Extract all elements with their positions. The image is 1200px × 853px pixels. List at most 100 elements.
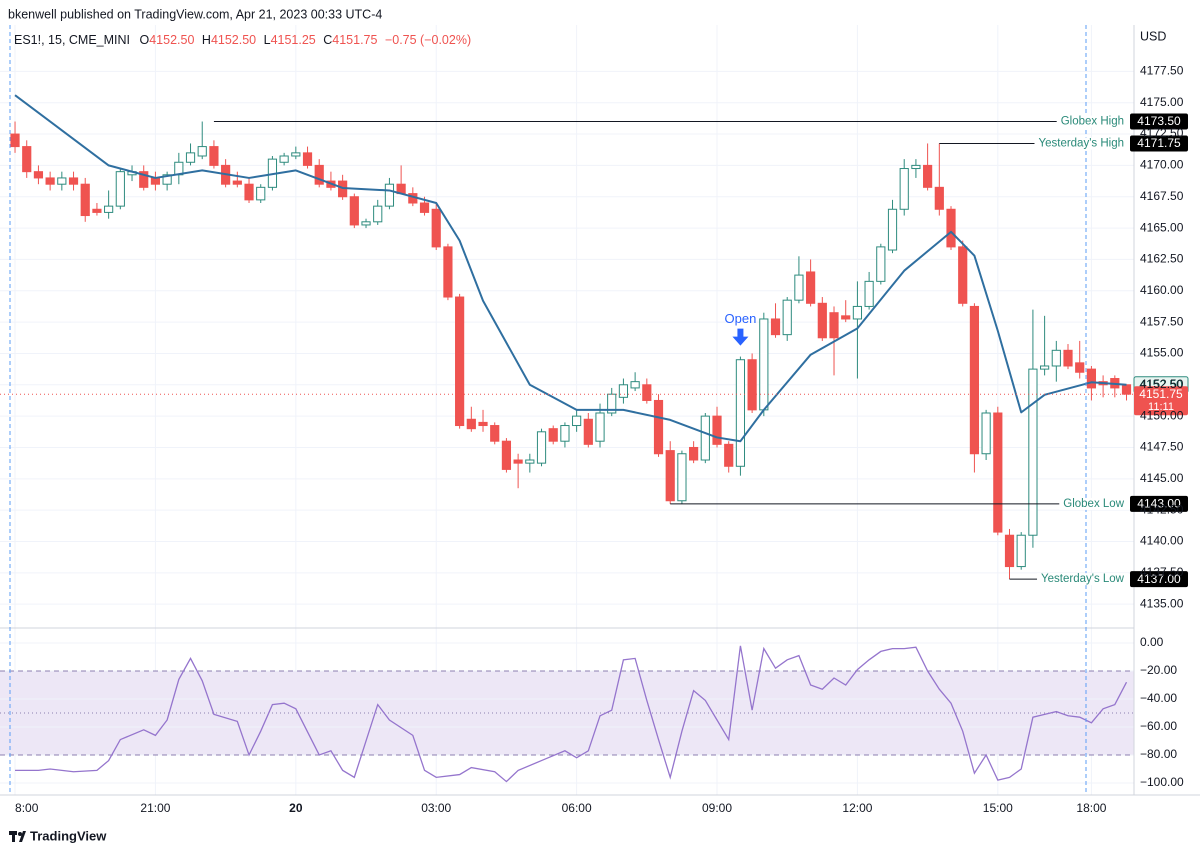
- candle-body: [817, 302, 827, 339]
- candle-body: [349, 196, 359, 226]
- y-tick-label: −60.00: [1140, 719, 1177, 733]
- x-tick-label: 15:00: [983, 801, 1013, 815]
- candle-body: [548, 428, 558, 442]
- brand-logo: [9, 831, 26, 842]
- y-tick-label: 4175.00: [1140, 95, 1184, 109]
- x-tick-label: 8:00: [15, 801, 39, 815]
- candle-body: [806, 271, 816, 304]
- countdown: 11:11: [1148, 401, 1174, 413]
- candle-body: [1051, 349, 1061, 367]
- level-price-box: [1130, 495, 1188, 512]
- candle-body: [536, 431, 547, 464]
- annotation: Open: [725, 311, 757, 326]
- y-tick-label: −80.00: [1140, 747, 1177, 761]
- candle-body: [1040, 365, 1050, 370]
- x-tick-label: 21:00: [140, 801, 170, 815]
- y-tick-label: 4155.00: [1140, 346, 1184, 360]
- candle-body: [1016, 534, 1026, 568]
- y-tick-label: 4137.50: [1140, 565, 1184, 579]
- candle-body: [139, 171, 149, 188]
- level-price: 4143.00: [1137, 497, 1181, 511]
- candle-body: [256, 186, 266, 201]
- y-tick-label: 4172.50: [1140, 126, 1184, 140]
- candle-body: [595, 412, 605, 442]
- level-label: Globex High: [1061, 116, 1124, 128]
- level-price-box: [1130, 113, 1188, 130]
- candle-body: [689, 446, 699, 461]
- y-tick-label: 4167.50: [1140, 189, 1184, 203]
- candle-body: [361, 221, 371, 226]
- legend: ES1!, 15, CME_MINI O4152.50 H4152.50 L41…: [14, 33, 471, 47]
- plot: [0, 94, 1134, 783]
- last-price-box: [1134, 386, 1188, 416]
- candle-body: [934, 186, 944, 210]
- candle-body: [618, 384, 629, 398]
- candle-body: [513, 459, 523, 464]
- candle-body: [923, 164, 933, 188]
- candle-body: [946, 208, 956, 248]
- candle-body: [209, 146, 219, 166]
- moving-average: [14, 94, 1127, 443]
- y-tick-label: 4170.00: [1140, 158, 1184, 172]
- overlay: Globex High 4173.50 Yesterday's High 4171.7…: [213, 113, 1189, 588]
- candle-body: [560, 425, 570, 442]
- candle-body: [443, 246, 453, 298]
- candle-body: [583, 418, 593, 445]
- ohlc-value: 4151.75: [332, 33, 377, 47]
- level-price-box: [1130, 571, 1188, 588]
- candle-body: [314, 164, 324, 185]
- candle-body: [384, 183, 395, 207]
- candle-body: [291, 152, 301, 157]
- candle-body: [607, 393, 617, 414]
- level-price: 4137.00: [1137, 572, 1181, 586]
- level-label-bg: [1034, 137, 1128, 150]
- level-label: Globex Low: [1063, 498, 1124, 510]
- candle-body: [864, 280, 874, 307]
- y-tick-label: 0.00: [1140, 635, 1164, 649]
- candle-body: [852, 305, 863, 320]
- candle-body: [373, 205, 383, 223]
- oscillator-band: [0, 671, 1134, 755]
- candle-body: [899, 168, 909, 210]
- level-price-box: [1130, 135, 1188, 152]
- candle-body: [841, 315, 851, 320]
- candle-body: [712, 415, 722, 445]
- published-note: bkenwell published on TradingView.com, A…: [8, 7, 382, 21]
- level-price: 4171.75: [1137, 136, 1181, 150]
- x-tick-label: 20: [289, 801, 303, 815]
- candle-body: [759, 318, 769, 411]
- candle-body: [630, 381, 640, 389]
- oscillator-line: [15, 645, 1128, 783]
- candle-body: [653, 399, 664, 455]
- candle-body: [969, 305, 980, 455]
- candle-body: [501, 440, 512, 470]
- candle-body: [45, 177, 55, 185]
- candle-body: [431, 208, 441, 248]
- candle-body: [700, 415, 710, 461]
- candle-body: [1028, 368, 1038, 536]
- candle-body: [419, 202, 430, 213]
- candle-body: [33, 171, 44, 179]
- level-label: Yesterday's High: [1038, 137, 1124, 149]
- y-tick-label: −100.00: [1140, 775, 1184, 789]
- y-tick-label: 4150.00: [1140, 408, 1184, 422]
- candle-body: [958, 246, 968, 304]
- y-tick-label: 4135.00: [1140, 596, 1184, 610]
- candle-body: [244, 183, 254, 201]
- level-price: 4173.50: [1137, 114, 1181, 128]
- candle-body: [747, 359, 757, 411]
- annotation-arrow: [732, 328, 749, 346]
- y-tick-label: 4165.00: [1140, 220, 1184, 234]
- level-label: Yesterday's Low: [1041, 573, 1125, 585]
- candle-body: [197, 146, 207, 157]
- last-price: 4151.75: [1139, 387, 1183, 401]
- y-tick-label: −40.00: [1140, 691, 1177, 705]
- y-tick-label: 4147.50: [1140, 440, 1184, 454]
- candle-body: [22, 146, 32, 173]
- candle-body: [782, 299, 792, 336]
- candle-body: [57, 177, 67, 185]
- candle-body: [1086, 368, 1097, 389]
- y-tick-label: 4157.50: [1140, 314, 1184, 328]
- x-tick-label: 06:00: [562, 801, 592, 815]
- ohlc-key: O: [140, 33, 150, 47]
